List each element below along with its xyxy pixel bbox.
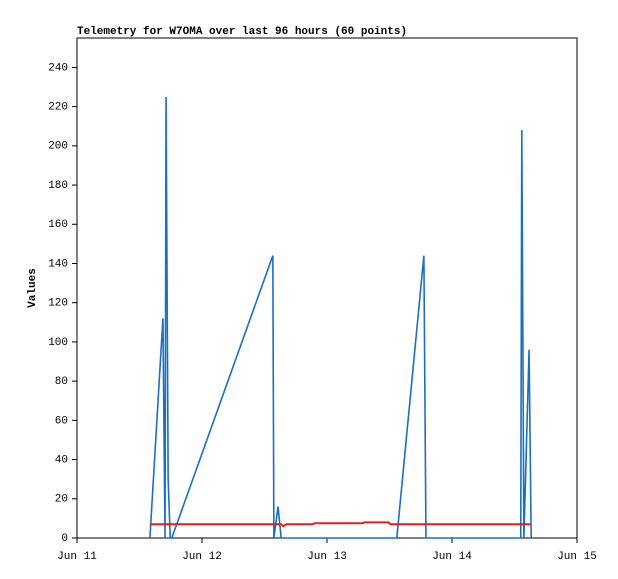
y-tick-label: 80 (55, 376, 68, 388)
y-tick-label: 180 (48, 180, 68, 192)
y-tick-label: 60 (55, 415, 68, 427)
chart-title: Telemetry for W7OMA over last 96 hours (… (77, 26, 407, 38)
y-tick-label: 120 (48, 298, 68, 310)
y-tick-label: 200 (48, 141, 68, 153)
series-line (149, 96, 532, 539)
y-tick-label: 20 (55, 494, 68, 506)
series-line (149, 521, 532, 528)
x-tick-label: Jun 12 (182, 551, 222, 563)
x-tick-label: Jun 14 (432, 551, 472, 563)
y-tick-label: 240 (48, 62, 68, 74)
x-tick-label: Jun 11 (57, 551, 97, 563)
y-axis-label: Values (27, 268, 39, 308)
x-tick-label: Jun 15 (557, 551, 597, 563)
y-tick-label: 140 (48, 258, 68, 270)
y-tick-label: 100 (48, 337, 68, 349)
y-tick-label: 40 (55, 454, 68, 466)
y-tick-label: 0 (61, 533, 68, 545)
y-tick-label: 160 (48, 219, 68, 231)
y-tick-label: 220 (48, 102, 68, 114)
x-tick-label: Jun 13 (307, 551, 347, 563)
